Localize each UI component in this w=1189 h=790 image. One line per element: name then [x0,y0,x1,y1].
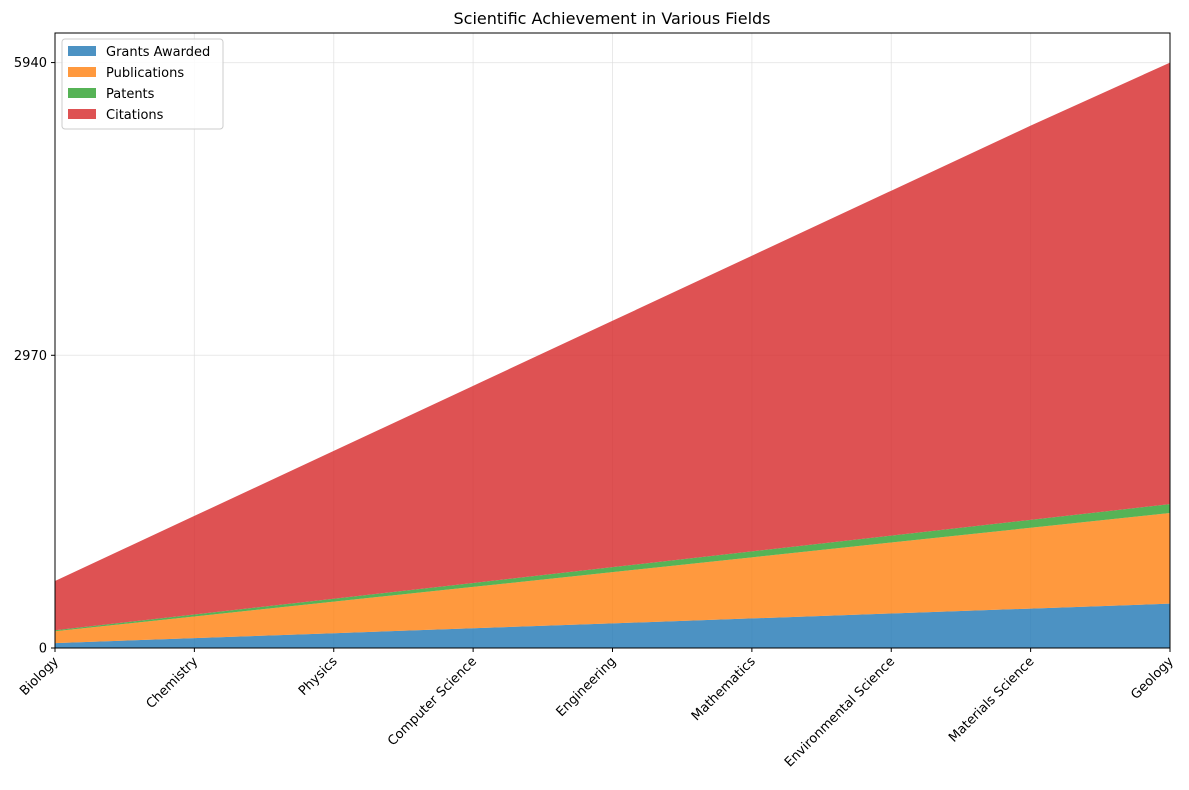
x-tick-label: Physics [296,654,341,699]
legend-box [61,38,224,130]
x-tick-label: Computer Science [385,654,480,749]
legend-swatch [68,109,96,119]
legend: Grants Awarded Publications Patents Citatio… [61,38,224,130]
x-tick-label: Mathematics [689,654,759,724]
legend-swatch [68,67,96,77]
x-tick-label: Materials Science [946,654,1037,745]
chart-title: Scientific Achievement in Various Fields [453,9,770,28]
legend-label: Patents [106,87,155,102]
area-patents [55,504,1170,632]
y-tick-label: 0 [39,642,47,657]
x-tick-label: Engineering [554,654,620,720]
legend-swatch [68,88,96,98]
area-publications [55,512,1170,644]
y-tick-label: 2970 [14,349,47,364]
area-grants-awarded [55,603,1170,648]
y-axis: 0 2970 5940 [14,56,55,657]
x-tick-label: Biology [17,654,62,699]
y-tick-label: 5940 [14,56,47,71]
x-tick-label: Geology [1128,654,1177,703]
x-tick-label: Chemistry [144,654,202,712]
x-axis: Biology Chemistry Physics Computer Science E… [17,648,1177,770]
legend-label: Publications [106,66,184,81]
legend-label: Citations [106,108,164,123]
area-citations [55,62,1170,631]
plot-areas [55,62,1170,648]
x-tick-label: Environmental Science [782,654,898,770]
legend-swatch [68,46,96,56]
legend-label: Grants Awarded [106,45,210,60]
